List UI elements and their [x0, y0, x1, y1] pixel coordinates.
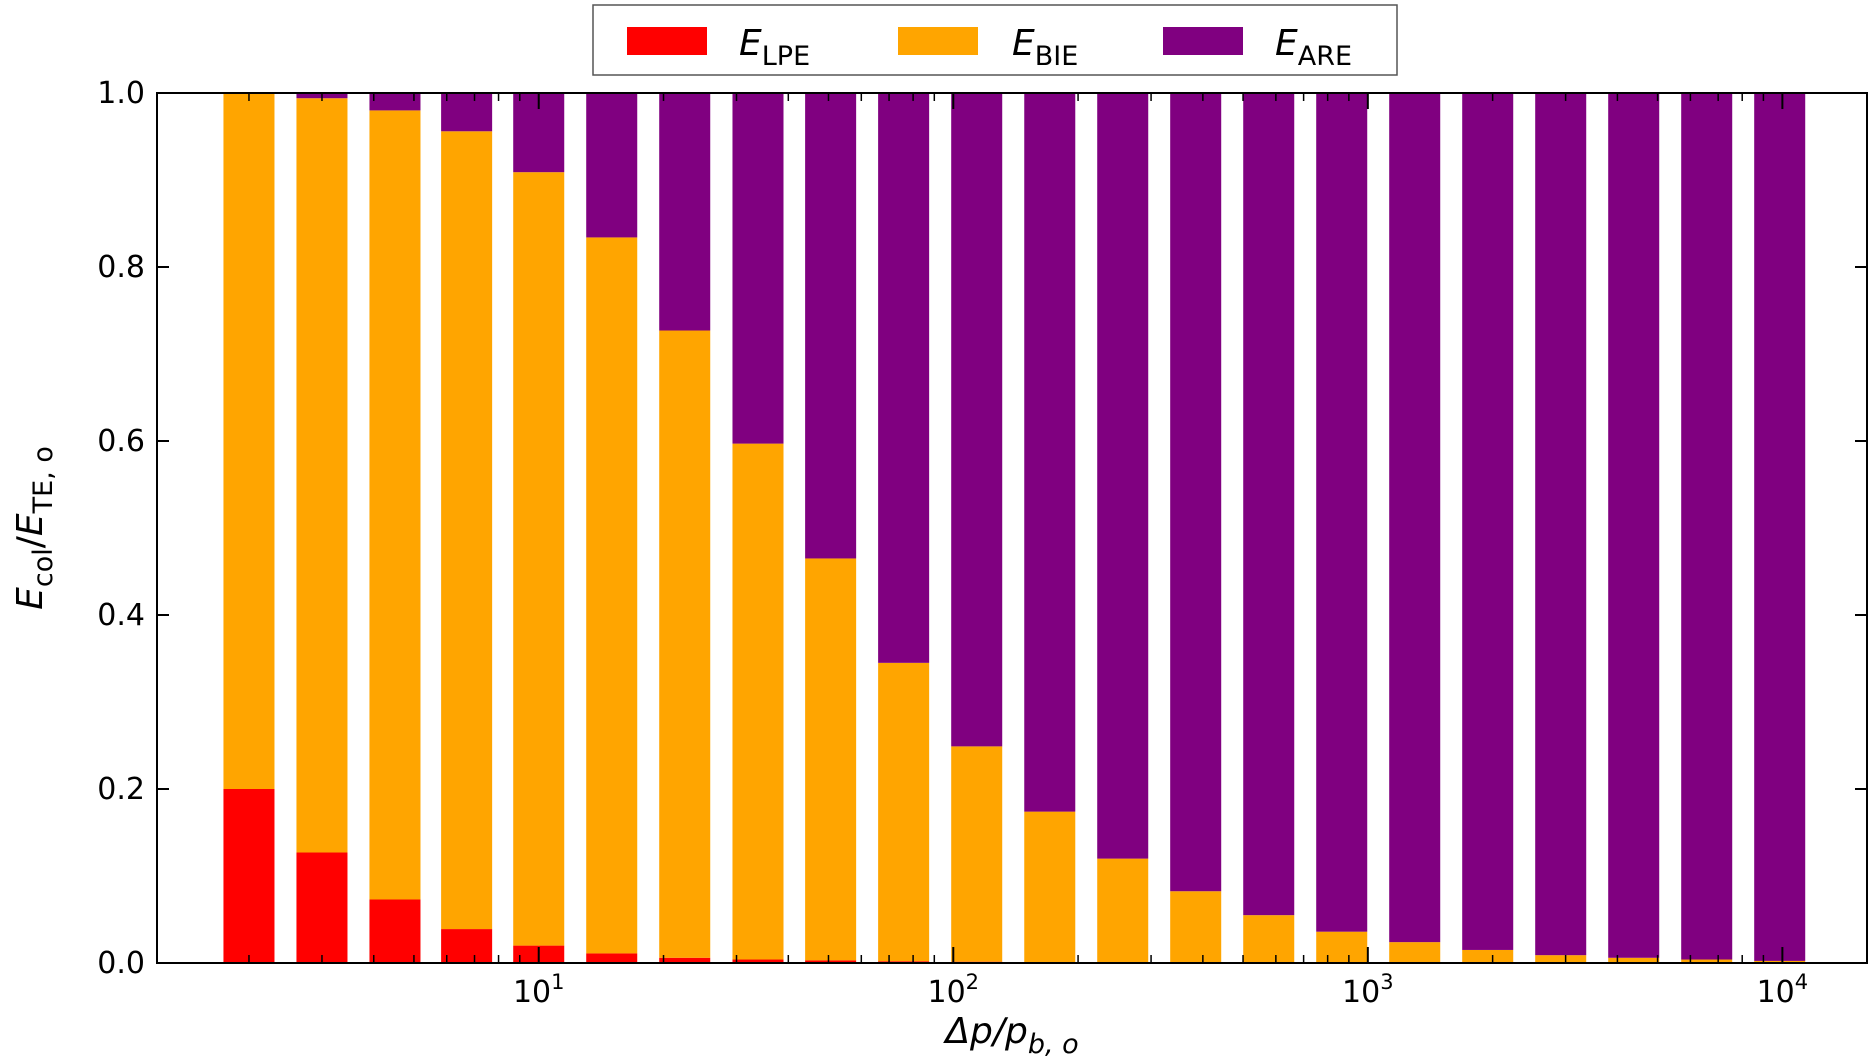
bar-e-bie-4 [513, 172, 565, 946]
legend-item-are: EARE [1163, 23, 1352, 72]
y-tick-label-0: 0.0 [97, 946, 145, 981]
legend-label-bie: EBIE [1012, 23, 1078, 72]
bar-e-lpe-3 [441, 929, 493, 963]
bar-e-bie-1 [296, 98, 348, 853]
bar-e-are-20 [1681, 93, 1733, 960]
bar-e-bie-7 [732, 443, 784, 960]
bar-e-are-21 [1754, 93, 1806, 961]
bar-e-are-6 [659, 93, 711, 331]
legend: ELPE EBIE EARE [592, 4, 1398, 76]
x-tick-label-1: 102 [927, 970, 979, 1010]
bar-e-are-8 [805, 93, 857, 559]
bar-e-bie-5 [586, 237, 638, 954]
bar-e-bie-17 [1462, 949, 1514, 963]
bar-e-are-12 [1097, 93, 1149, 859]
plot-frame [156, 92, 1868, 964]
bar-e-lpe-0 [223, 789, 275, 963]
legend-swatch-bie [898, 27, 978, 55]
legend-item-lpe: ELPE [627, 23, 810, 72]
bar-e-bie-12 [1097, 858, 1149, 963]
bar-e-bie-11 [1024, 811, 1076, 963]
x-tick-labels: 101 102 103 104 [513, 970, 1808, 1010]
bar-e-bie-20 [1681, 959, 1733, 963]
bar-e-lpe-2 [369, 899, 421, 963]
bar-e-are-18 [1535, 93, 1587, 956]
bar-e-are-13 [1170, 93, 1222, 892]
x-tick-label-3: 104 [1757, 970, 1809, 1010]
bar-e-bie-8 [805, 558, 857, 961]
legend-swatch-are [1163, 27, 1243, 55]
bar-e-lpe-5 [586, 953, 638, 963]
bar-e-are-15 [1316, 93, 1368, 932]
bar-e-bie-13 [1170, 891, 1222, 963]
x-axis-label: Δp/pb, o [942, 1011, 1078, 1059]
bar-e-are-10 [951, 93, 1003, 747]
bar-e-are-5 [586, 93, 638, 238]
legend-swatch-lpe [627, 27, 707, 55]
bar-e-bie-14 [1243, 915, 1295, 963]
bar-e-bie-0 [223, 93, 275, 789]
bar-e-bie-16 [1389, 942, 1441, 963]
bar-e-are-14 [1243, 93, 1295, 916]
bar-e-bie-3 [441, 131, 493, 930]
bar-e-are-16 [1389, 93, 1441, 943]
legend-item-bie: EBIE [898, 23, 1078, 72]
bars-layer [223, 93, 1806, 963]
bar-e-lpe-6 [659, 957, 711, 963]
bar-e-are-7 [732, 93, 784, 444]
y-tick-label-2: 0.4 [97, 598, 145, 633]
bar-e-lpe-1 [296, 852, 348, 963]
y-tick-label-1: 0.2 [97, 772, 145, 807]
bar-e-bie-18 [1535, 955, 1587, 963]
bar-e-bie-6 [659, 330, 711, 958]
bar-e-are-3 [441, 93, 493, 132]
bar-e-are-19 [1608, 93, 1660, 958]
bar-e-are-17 [1462, 93, 1514, 950]
x-tick-label-0: 101 [513, 970, 565, 1010]
y-tick-labels: 0.0 0.2 0.4 0.6 0.8 1.0 [97, 76, 145, 981]
legend-label-lpe: ELPE [739, 23, 810, 72]
bar-e-bie-15 [1316, 931, 1368, 963]
bar-e-bie-10 [951, 746, 1003, 962]
legend-label-are: EARE [1275, 23, 1352, 72]
bar-e-are-2 [369, 93, 421, 111]
y-tick-label-3: 0.6 [97, 424, 145, 459]
bar-e-bie-19 [1608, 957, 1660, 963]
x-tick-label-2: 103 [1342, 970, 1394, 1010]
bar-e-are-9 [878, 93, 930, 663]
bar-e-are-11 [1024, 93, 1076, 812]
bar-e-lpe-7 [732, 959, 784, 963]
legend-frame [592, 4, 1398, 76]
y-tick-label-5: 1.0 [97, 76, 145, 111]
y-axis-label: Ecol/ETE, o [10, 446, 59, 610]
bar-e-bie-9 [878, 662, 930, 962]
bar-e-lpe-8 [805, 960, 857, 963]
bar-e-bie-2 [369, 110, 421, 900]
bar-e-bie-21 [1754, 960, 1806, 963]
y-tick-label-4: 0.8 [97, 250, 145, 285]
